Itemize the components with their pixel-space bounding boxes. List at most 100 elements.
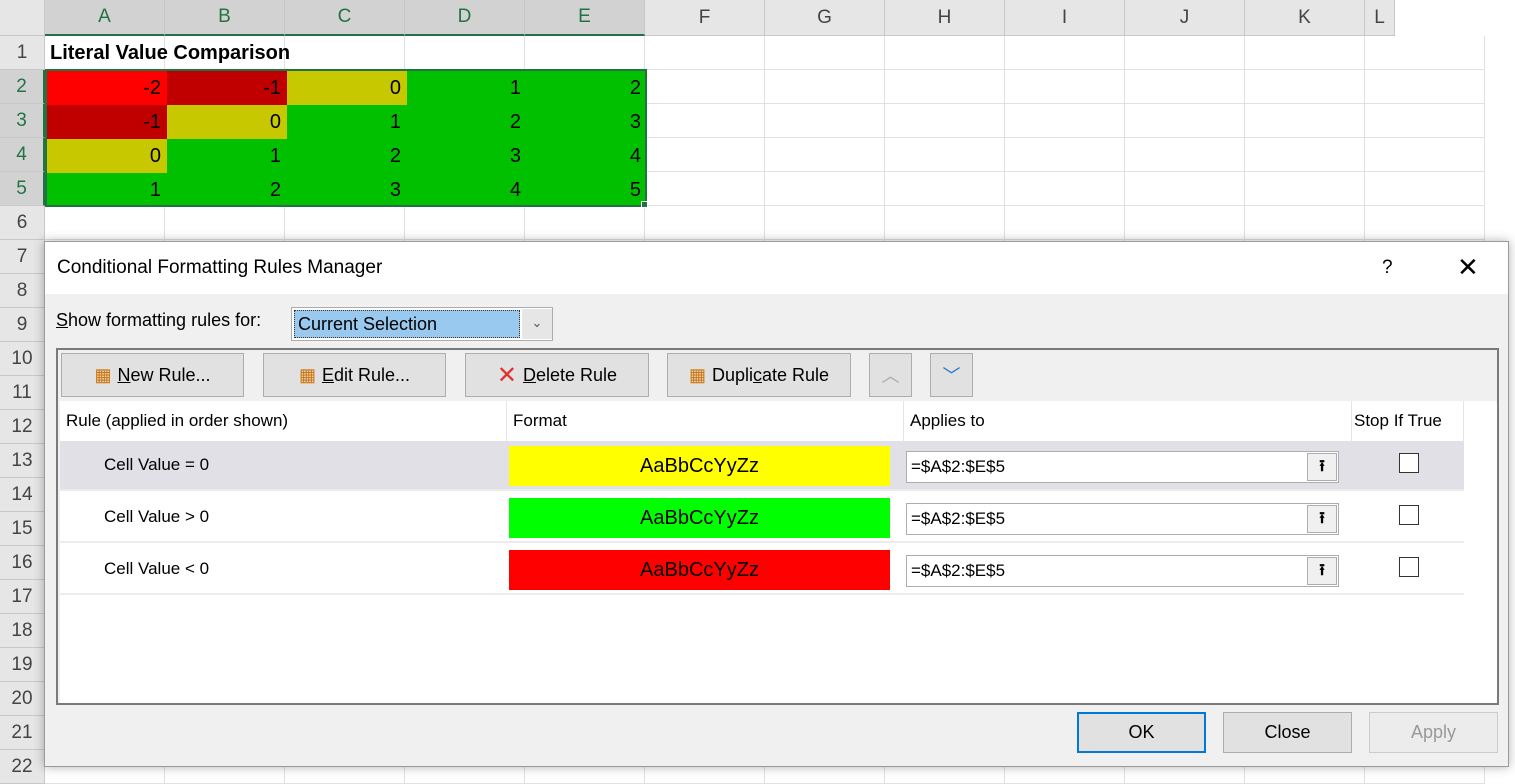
row-header-17[interactable]: 17 xyxy=(0,580,45,614)
row-header-11[interactable]: 11 xyxy=(0,376,45,410)
cell-L5[interactable] xyxy=(1365,172,1485,206)
value-cell[interactable]: 4 xyxy=(407,173,527,207)
applies-to-input[interactable]: =$A$2:$E$5 ⭱ xyxy=(906,503,1339,535)
move-up-button[interactable]: ︿ xyxy=(869,353,912,397)
value-cell[interactable]: 3 xyxy=(407,139,527,173)
value-cell[interactable]: 0 xyxy=(287,71,407,105)
fill-handle[interactable] xyxy=(641,201,648,208)
delete-rule-button[interactable]: ✕ Delete Rule xyxy=(465,353,649,397)
row-header-21[interactable]: 21 xyxy=(0,716,45,750)
value-cell[interactable]: 2 xyxy=(527,71,647,105)
cell-H2[interactable] xyxy=(885,70,1005,104)
cell-H1[interactable] xyxy=(885,36,1005,70)
cell-C6[interactable] xyxy=(285,206,405,240)
value-cell[interactable]: 0 xyxy=(47,139,167,173)
cell-G3[interactable] xyxy=(765,104,885,138)
cell-I2[interactable] xyxy=(1005,70,1125,104)
column-header-I[interactable]: I xyxy=(1005,0,1125,36)
applies-to-input[interactable]: =$A$2:$E$5 ⭱ xyxy=(906,451,1339,483)
help-button[interactable]: ? xyxy=(1382,257,1393,278)
cell-A6[interactable] xyxy=(45,206,165,240)
row-header-10[interactable]: 10 xyxy=(0,342,45,376)
cell-G6[interactable] xyxy=(765,206,885,240)
cell-I4[interactable] xyxy=(1005,138,1125,172)
move-down-button[interactable]: ﹀ xyxy=(930,353,973,397)
cell-G4[interactable] xyxy=(765,138,885,172)
stop-if-true-checkbox[interactable] xyxy=(1399,505,1419,525)
cell-F2[interactable] xyxy=(645,70,765,104)
row-header-7[interactable]: 7 xyxy=(0,240,45,274)
column-header-L[interactable]: L xyxy=(1365,0,1395,36)
row-header-1[interactable]: 1 xyxy=(0,36,45,70)
cell-F4[interactable] xyxy=(645,138,765,172)
row-header-9[interactable]: 9 xyxy=(0,308,45,342)
applies-to-input[interactable]: =$A$2:$E$5 ⭱ xyxy=(906,555,1339,587)
value-cell[interactable]: 1 xyxy=(167,139,287,173)
row-header-19[interactable]: 19 xyxy=(0,648,45,682)
cell-J5[interactable] xyxy=(1125,172,1245,206)
collapse-range-icon[interactable]: ⭱ xyxy=(1307,453,1337,481)
cell-I5[interactable] xyxy=(1005,172,1125,206)
rule-row[interactable]: Cell Value < 0 AaBbCcYyZz =$A$2:$E$5 ⭱ xyxy=(60,545,1464,595)
cell-L6[interactable] xyxy=(1365,206,1485,240)
cell-I3[interactable] xyxy=(1005,104,1125,138)
value-cell[interactable]: 2 xyxy=(167,173,287,207)
value-cell[interactable]: -1 xyxy=(167,71,287,105)
cell-F6[interactable] xyxy=(645,206,765,240)
row-header-3[interactable]: 3 xyxy=(0,104,45,138)
row-header-14[interactable]: 14 xyxy=(0,478,45,512)
rule-row[interactable]: Cell Value = 0 AaBbCcYyZz =$A$2:$E$5 ⭱ xyxy=(60,441,1464,491)
column-header-B[interactable]: B xyxy=(165,0,285,36)
close-icon[interactable]: ✕ xyxy=(1457,252,1479,282)
row-header-15[interactable]: 15 xyxy=(0,512,45,546)
column-header-A[interactable]: A xyxy=(45,0,165,36)
new-rule-button[interactable]: ▦ New Rule... xyxy=(61,353,244,397)
row-header-13[interactable]: 13 xyxy=(0,444,45,478)
show-rules-dropdown[interactable]: Current Selection ⌄ xyxy=(291,307,553,341)
row-header-16[interactable]: 16 xyxy=(0,546,45,580)
cell-J6[interactable] xyxy=(1125,206,1245,240)
cell-F1[interactable] xyxy=(645,36,765,70)
row-header-6[interactable]: 6 xyxy=(0,206,45,240)
cell-J1[interactable] xyxy=(1125,36,1245,70)
column-header-G[interactable]: G xyxy=(765,0,885,36)
cell-D6[interactable] xyxy=(405,206,525,240)
cell-K2[interactable] xyxy=(1245,70,1365,104)
cell-F5[interactable] xyxy=(645,172,765,206)
value-cell[interactable]: 5 xyxy=(527,173,647,207)
row-header-20[interactable]: 20 xyxy=(0,682,45,716)
value-cell[interactable]: -1 xyxy=(47,105,167,139)
cell-F3[interactable] xyxy=(645,104,765,138)
chevron-down-icon[interactable]: ⌄ xyxy=(522,309,552,339)
value-cell[interactable]: 1 xyxy=(287,105,407,139)
column-header-H[interactable]: H xyxy=(885,0,1005,36)
cell-E1[interactable] xyxy=(525,36,645,70)
collapse-range-icon[interactable]: ⭱ xyxy=(1307,557,1337,585)
value-cell[interactable]: 0 xyxy=(167,105,287,139)
cell-H3[interactable] xyxy=(885,104,1005,138)
value-cell[interactable]: 2 xyxy=(407,105,527,139)
column-header-D[interactable]: D xyxy=(405,0,525,36)
ok-button[interactable]: OK xyxy=(1077,712,1206,753)
edit-rule-button[interactable]: ▦ Edit Rule... xyxy=(263,353,446,397)
rule-row[interactable]: Cell Value > 0 AaBbCcYyZz =$A$2:$E$5 ⭱ xyxy=(60,493,1464,543)
cell-G2[interactable] xyxy=(765,70,885,104)
select-all-corner[interactable] xyxy=(0,0,45,36)
apply-button[interactable]: Apply xyxy=(1369,712,1498,753)
cell-J4[interactable] xyxy=(1125,138,1245,172)
cell-G1[interactable] xyxy=(765,36,885,70)
cell-K5[interactable] xyxy=(1245,172,1365,206)
cell-K6[interactable] xyxy=(1245,206,1365,240)
cell-J2[interactable] xyxy=(1125,70,1245,104)
cell-C1[interactable] xyxy=(285,36,405,70)
cell-J3[interactable] xyxy=(1125,104,1245,138)
cell-D1[interactable] xyxy=(405,36,525,70)
cell-L2[interactable] xyxy=(1365,70,1485,104)
cell-a1-title[interactable]: Literal Value Comparison xyxy=(50,42,291,64)
row-header-8[interactable]: 8 xyxy=(0,274,45,308)
value-cell[interactable]: 1 xyxy=(407,71,527,105)
cell-I1[interactable] xyxy=(1005,36,1125,70)
cell-K4[interactable] xyxy=(1245,138,1365,172)
row-header-18[interactable]: 18 xyxy=(0,614,45,648)
cell-L3[interactable] xyxy=(1365,104,1485,138)
